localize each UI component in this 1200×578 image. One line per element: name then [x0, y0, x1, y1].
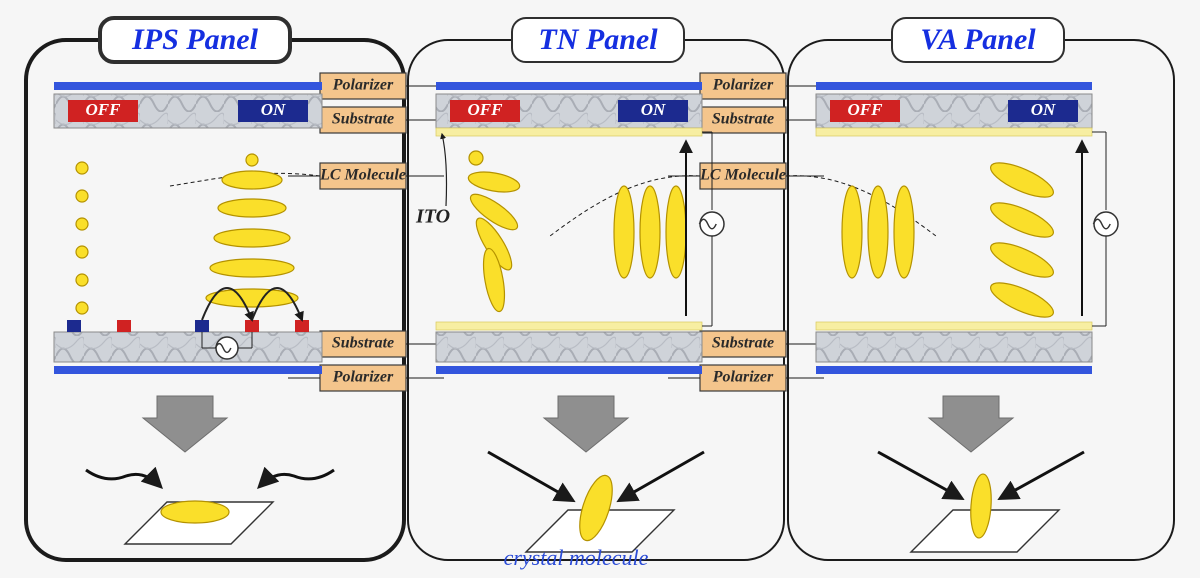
lc-molecule [246, 154, 258, 166]
down-arrow-icon [929, 396, 1013, 452]
polarizer-bot [436, 366, 702, 374]
ac-source-icon [1094, 212, 1118, 236]
squiggle-arrow [86, 470, 160, 486]
layer-label-text: Substrate [332, 335, 394, 352]
ito-top [816, 128, 1092, 136]
lc-molecule [76, 302, 88, 314]
lc-molecule [76, 274, 88, 286]
layer-label-text: Polarizer [712, 77, 774, 94]
on-label: ON [1031, 100, 1056, 119]
layer-label-text: Substrate [332, 111, 394, 128]
polarizer-bot [54, 366, 322, 374]
lc-molecule [986, 276, 1057, 324]
layer-label-text: Substrate [712, 111, 774, 128]
lc-molecule [986, 236, 1057, 284]
layer-label-text: LC Molecule [319, 167, 406, 184]
ito-bot [816, 322, 1092, 330]
polarizer-bot [816, 366, 1092, 374]
substrate-bot [436, 332, 702, 362]
layer-label-text: Polarizer [332, 369, 394, 386]
ito-leader [442, 134, 447, 206]
polarizer-top [816, 82, 1092, 90]
converge-arrow [488, 452, 572, 500]
lc-molecule [842, 186, 862, 278]
electrode [67, 320, 81, 332]
converge-arrow [1001, 452, 1084, 498]
panel-title-ips: IPS Panel [131, 23, 259, 56]
lc-molecule [469, 151, 483, 165]
electrode [117, 320, 131, 332]
lc-molecule [986, 156, 1057, 204]
crystal-molecule-label: crystal molecule [504, 545, 649, 570]
lc-molecule [222, 171, 282, 189]
layer-label-text: Substrate [712, 335, 774, 352]
polarizer-top [54, 82, 322, 90]
off-label: OFF [468, 100, 504, 119]
layer-label-text: Polarizer [332, 77, 394, 94]
off-label: OFF [848, 100, 884, 119]
electrode [195, 320, 209, 332]
lc-molecule [218, 199, 286, 217]
layer-label-text: Polarizer [712, 369, 774, 386]
lc-molecule [666, 186, 686, 278]
electrode [245, 320, 259, 332]
lc-molecule [210, 259, 294, 277]
lc-molecule [76, 162, 88, 174]
substrate-bot [816, 332, 1092, 362]
squiggle-arrow [260, 470, 334, 486]
on-label: ON [641, 100, 666, 119]
lc-molecule [76, 190, 88, 202]
lc-molecule [986, 196, 1057, 244]
ito-top [436, 128, 702, 136]
ac-source-icon [216, 337, 238, 359]
down-arrow-icon [143, 396, 227, 452]
substrate-bot [54, 332, 322, 362]
lc-molecule [76, 218, 88, 230]
lc-molecule [640, 186, 660, 278]
off-label: OFF [86, 100, 122, 119]
ito-bot [436, 322, 702, 330]
lc-molecule [868, 186, 888, 278]
panel-title-tn: TN Panel [538, 23, 658, 56]
lc-molecule [894, 186, 914, 278]
down-arrow-icon [544, 396, 628, 452]
on-label: ON [261, 100, 286, 119]
lc-molecule [161, 501, 229, 523]
converge-arrow [620, 452, 704, 500]
ac-source-icon [700, 212, 724, 236]
lc-molecule [214, 229, 290, 247]
electrode [295, 320, 309, 332]
polarizer-top [436, 82, 702, 90]
converge-arrow [878, 452, 961, 498]
lc-molecule [614, 186, 634, 278]
lc-molecule [76, 246, 88, 258]
ito-label: ITO [415, 206, 450, 228]
panel-title-va: VA Panel [920, 23, 1036, 56]
lc-molecule [467, 169, 521, 196]
